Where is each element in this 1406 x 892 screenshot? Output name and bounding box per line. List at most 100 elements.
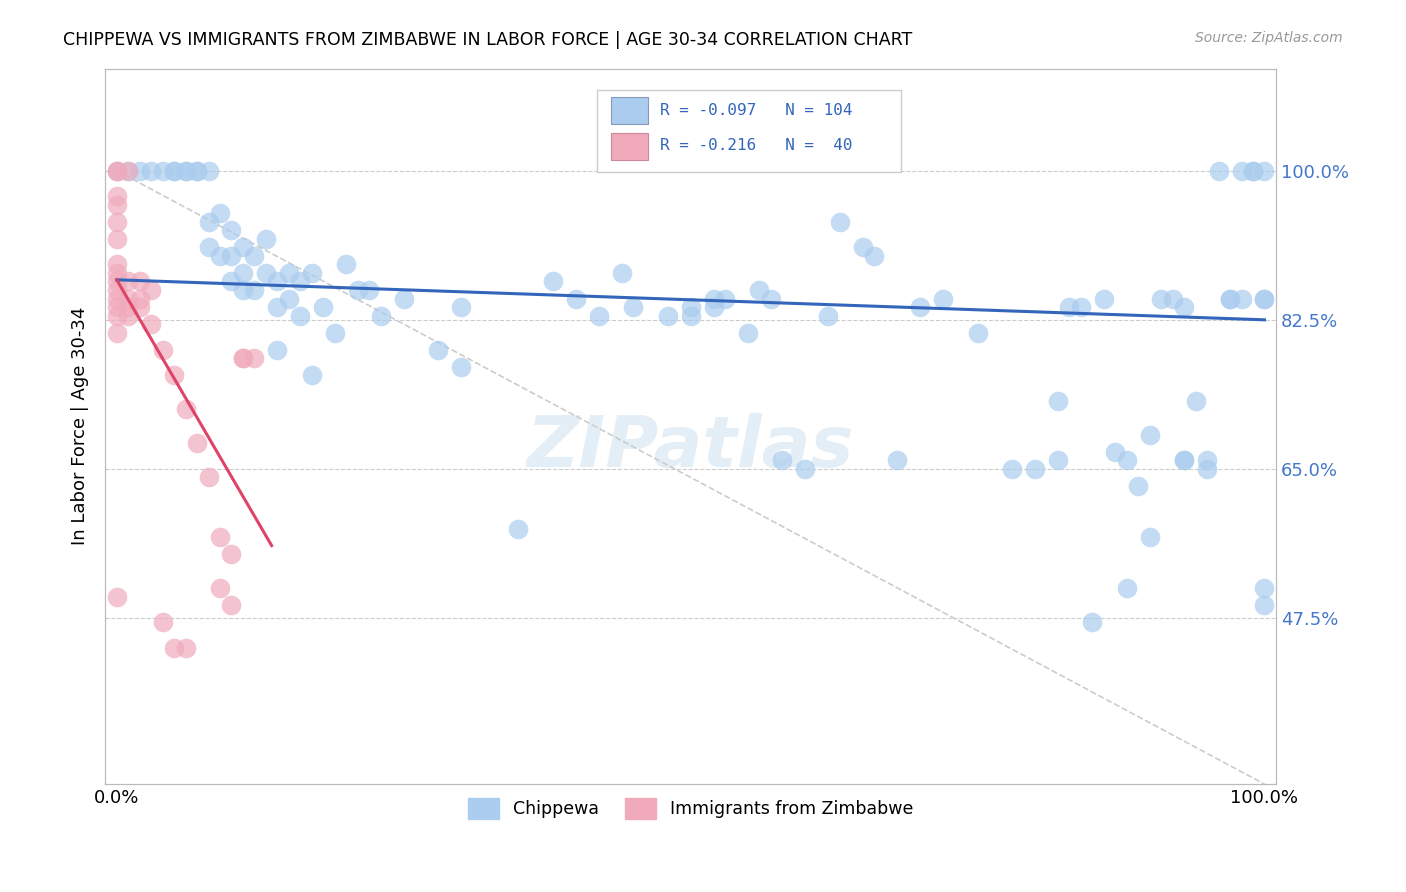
Point <box>254 266 277 280</box>
Y-axis label: In Labor Force | Age 30-34: In Labor Force | Age 30-34 <box>72 307 89 546</box>
Point <box>163 640 186 655</box>
Point <box>174 640 197 655</box>
Point <box>346 283 368 297</box>
Point <box>105 309 128 323</box>
Point <box>232 351 254 366</box>
Point <box>1115 581 1137 595</box>
Text: ZIPatlas: ZIPatlas <box>527 413 855 483</box>
Point <box>748 283 770 297</box>
Point <box>243 283 266 297</box>
Point <box>221 598 243 612</box>
Point <box>243 249 266 263</box>
Point <box>312 300 335 314</box>
Text: Source: ZipAtlas.com: Source: ZipAtlas.com <box>1195 31 1343 45</box>
Point <box>139 283 162 297</box>
Point <box>128 163 150 178</box>
Point <box>105 300 128 314</box>
Point <box>186 436 208 450</box>
Point <box>794 462 817 476</box>
Point <box>105 275 128 289</box>
Point <box>117 309 139 323</box>
Point <box>221 275 243 289</box>
Point <box>221 223 243 237</box>
Point <box>392 292 415 306</box>
Point <box>128 300 150 314</box>
Point <box>105 232 128 246</box>
Point <box>1092 292 1115 306</box>
Point <box>232 240 254 254</box>
Point <box>370 309 392 323</box>
Point <box>702 292 724 306</box>
FancyBboxPatch shape <box>612 97 648 124</box>
Point <box>1081 615 1104 630</box>
Point <box>208 530 231 544</box>
Point <box>105 266 128 280</box>
Point <box>1115 453 1137 467</box>
Point <box>117 292 139 306</box>
Legend: Chippewa, Immigrants from Zimbabwe: Chippewa, Immigrants from Zimbabwe <box>461 791 921 825</box>
Point <box>152 163 174 178</box>
Point <box>863 249 886 263</box>
Point <box>610 266 633 280</box>
Point <box>1253 598 1275 612</box>
Point <box>105 326 128 340</box>
Point <box>277 292 299 306</box>
Point <box>152 615 174 630</box>
Point <box>565 292 588 306</box>
Point <box>1173 300 1195 314</box>
Point <box>254 232 277 246</box>
Point <box>908 300 931 314</box>
Point <box>1230 163 1253 178</box>
Point <box>828 215 851 229</box>
Point <box>1104 445 1126 459</box>
Point <box>163 368 186 383</box>
Point <box>1161 292 1184 306</box>
Point <box>105 198 128 212</box>
Point <box>1139 530 1161 544</box>
Text: R = -0.097   N = 104: R = -0.097 N = 104 <box>661 103 852 118</box>
Point <box>117 163 139 178</box>
Point <box>1230 292 1253 306</box>
Point <box>679 309 702 323</box>
Point <box>290 275 312 289</box>
Point <box>323 326 346 340</box>
Point <box>208 249 231 263</box>
Point <box>105 257 128 271</box>
Point <box>1208 163 1230 178</box>
Point <box>966 326 988 340</box>
Point <box>105 189 128 203</box>
FancyBboxPatch shape <box>612 133 648 160</box>
Point <box>197 215 219 229</box>
Point <box>277 266 299 280</box>
Point <box>1241 163 1264 178</box>
Point <box>105 163 128 178</box>
Point <box>105 163 128 178</box>
Point <box>1001 462 1024 476</box>
Point <box>174 163 197 178</box>
Point <box>105 215 128 229</box>
Point <box>105 292 128 306</box>
Point <box>1070 300 1092 314</box>
Point <box>266 275 288 289</box>
Point <box>117 275 139 289</box>
Point <box>139 163 162 178</box>
Point <box>541 275 564 289</box>
Point <box>197 163 219 178</box>
Point <box>197 470 219 484</box>
Text: CHIPPEWA VS IMMIGRANTS FROM ZIMBABWE IN LABOR FORCE | AGE 30-34 CORRELATION CHAR: CHIPPEWA VS IMMIGRANTS FROM ZIMBABWE IN … <box>63 31 912 49</box>
Point <box>1139 427 1161 442</box>
Point <box>186 163 208 178</box>
Point <box>1197 462 1219 476</box>
Point <box>621 300 644 314</box>
Point <box>1197 453 1219 467</box>
Point <box>152 343 174 357</box>
Point <box>208 581 231 595</box>
Point <box>232 266 254 280</box>
Point <box>174 163 197 178</box>
Point <box>679 300 702 314</box>
Point <box>770 453 793 467</box>
Point <box>208 206 231 220</box>
Point <box>117 300 139 314</box>
Point <box>197 240 219 254</box>
FancyBboxPatch shape <box>598 90 901 172</box>
